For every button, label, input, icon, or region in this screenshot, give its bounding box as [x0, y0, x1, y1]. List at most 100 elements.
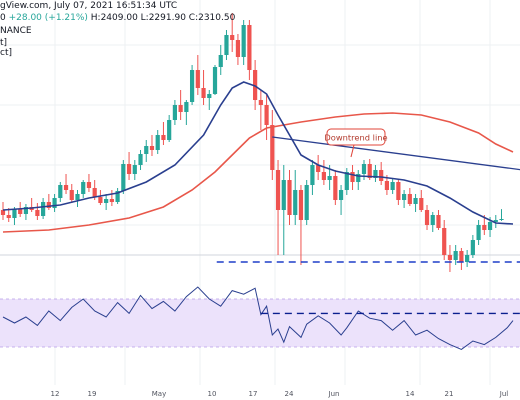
candle-body	[138, 154, 143, 165]
ema-50-line	[2, 112, 514, 233]
candle-body	[298, 190, 304, 220]
candle-body	[487, 222, 493, 230]
candle-body	[212, 67, 218, 94]
header-line-5: ct]	[0, 48, 12, 58]
rsi-line	[2, 286, 514, 350]
candle-body	[476, 225, 481, 240]
candle-body	[327, 176, 332, 180]
candle-body	[155, 135, 160, 150]
candle-body	[230, 35, 235, 40]
candle-body	[115, 191, 120, 202]
candle-body	[482, 225, 487, 230]
header-line-4: t]	[0, 38, 8, 48]
candle-body	[224, 35, 229, 55]
candle-body	[23, 207, 29, 214]
candle-body	[402, 194, 407, 200]
candle-body	[338, 190, 344, 200]
candle-body	[75, 194, 80, 200]
candle-body	[195, 70, 200, 88]
candle-body	[321, 172, 326, 180]
header-line-1: gView.com, July 07, 2021 16:51:34 UTC	[0, 1, 178, 11]
x-tick-label: 14	[406, 390, 415, 398]
candle-body	[149, 146, 155, 150]
candle-body	[459, 251, 464, 262]
candle-body	[92, 188, 97, 197]
candle-body	[0, 210, 6, 215]
candle-body	[161, 135, 166, 140]
candle-body	[361, 164, 367, 174]
x-tick-label: 19	[88, 390, 97, 398]
candle-body	[424, 210, 430, 225]
candle-body	[52, 198, 57, 208]
candle-body	[207, 94, 212, 98]
candle-body	[293, 190, 298, 215]
x-tick-label: Jun	[328, 390, 340, 398]
candle-body	[241, 25, 246, 57]
candle-body	[41, 202, 46, 216]
sma-20-line	[2, 81, 514, 225]
x-tick-label: 17	[249, 390, 258, 398]
candle-body	[167, 120, 172, 140]
header-change: +28.00 (+1.21%)	[8, 13, 88, 23]
annotation-label: Downtrend line	[324, 133, 387, 143]
candle-body	[63, 185, 69, 190]
candle-body	[218, 55, 223, 67]
candle-body	[253, 70, 258, 100]
annotation-pointer	[350, 144, 355, 158]
candle-body	[396, 182, 401, 200]
candle-body	[12, 209, 17, 218]
x-tick-label: 12	[51, 390, 60, 398]
header-line-2: 0 +28.00 (+1.21%) H:2409.00 L:2291.90 C:…	[0, 13, 235, 23]
annotation-box	[326, 128, 386, 146]
candle-body	[442, 228, 447, 255]
header-ohlc: H:2409.00 L:2291.90 C:2310.50	[87, 13, 236, 23]
candle-body	[258, 100, 263, 105]
candle-body	[132, 165, 137, 174]
candle-body	[178, 105, 183, 112]
candle-body	[247, 25, 252, 70]
candle-body	[126, 164, 132, 174]
candle-body	[310, 165, 315, 185]
candle-body	[270, 125, 275, 170]
downtrend-line	[272, 136, 520, 171]
candle-body	[453, 251, 458, 260]
candle-body	[356, 174, 361, 182]
candle-body	[109, 199, 114, 202]
candle-body	[413, 198, 418, 204]
candle-body	[304, 185, 309, 220]
candle-body	[379, 170, 384, 181]
candle-body	[470, 240, 475, 255]
candle-body	[58, 185, 63, 198]
x-tick-label: 24	[285, 390, 294, 398]
candle-body	[419, 198, 424, 210]
candle-body	[201, 88, 206, 98]
candle-body	[493, 220, 498, 222]
header-open: 0	[0, 13, 9, 23]
candle-body	[86, 182, 92, 188]
x-tick-label: Jul	[499, 390, 509, 398]
candle-body	[430, 215, 435, 225]
candle-body	[407, 194, 412, 204]
candle-body	[18, 209, 23, 214]
candle-body	[447, 255, 453, 260]
candle-body	[6, 215, 11, 218]
candle-body	[264, 105, 269, 125]
x-tick-label: May	[152, 390, 166, 398]
candle-body	[35, 210, 40, 216]
header-line-3: NANCE	[0, 26, 32, 36]
candle-body	[465, 255, 470, 262]
rsi-band	[0, 299, 520, 347]
candle-body	[287, 180, 292, 215]
candle-body	[350, 172, 355, 182]
candle-body	[184, 102, 189, 112]
candle-body	[367, 164, 372, 178]
candle-body	[172, 105, 177, 120]
candle-body	[144, 146, 149, 154]
candle-body	[46, 202, 51, 208]
x-tick-label: 10	[208, 390, 217, 398]
candle-body	[104, 199, 109, 203]
candle-body	[235, 40, 241, 57]
candle-body	[373, 170, 378, 178]
